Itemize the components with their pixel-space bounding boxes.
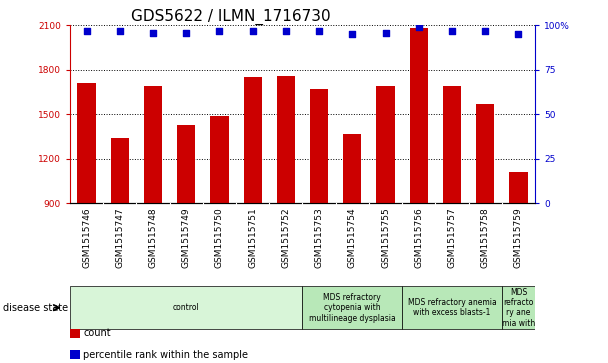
Bar bbox=[70, 286, 302, 330]
Point bbox=[281, 28, 291, 34]
Text: MDS
refracto
ry ane
mia with: MDS refracto ry ane mia with bbox=[502, 287, 535, 328]
Bar bbox=[343, 134, 361, 203]
Point bbox=[181, 30, 191, 36]
Bar bbox=[277, 76, 295, 203]
Point bbox=[115, 28, 125, 34]
Point bbox=[381, 30, 390, 36]
Point bbox=[447, 28, 457, 34]
Text: GSM1515746: GSM1515746 bbox=[82, 207, 91, 268]
Bar bbox=[144, 86, 162, 203]
Point bbox=[414, 24, 424, 30]
Text: disease state: disease state bbox=[3, 303, 68, 313]
Text: count: count bbox=[83, 328, 111, 338]
Text: GSM1515757: GSM1515757 bbox=[447, 207, 457, 268]
Bar bbox=[111, 138, 129, 203]
Text: GSM1515752: GSM1515752 bbox=[282, 207, 291, 268]
Bar bbox=[443, 86, 461, 203]
Point bbox=[148, 30, 158, 36]
Text: GSM1515754: GSM1515754 bbox=[348, 207, 357, 268]
Bar bbox=[177, 125, 195, 203]
Text: GSM1515758: GSM1515758 bbox=[481, 207, 489, 268]
Bar bbox=[510, 172, 528, 203]
Point bbox=[514, 31, 523, 37]
Text: MDS refractory anemia
with excess blasts-1: MDS refractory anemia with excess blasts… bbox=[407, 298, 496, 317]
Bar bbox=[502, 286, 535, 330]
Point bbox=[314, 28, 324, 34]
Text: GSM1515755: GSM1515755 bbox=[381, 207, 390, 268]
Text: control: control bbox=[173, 303, 199, 312]
Text: GSM1515750: GSM1515750 bbox=[215, 207, 224, 268]
Text: MDS refractory
cytopenia with
multilineage dysplasia: MDS refractory cytopenia with multilinea… bbox=[309, 293, 396, 323]
Bar bbox=[476, 104, 494, 203]
Point bbox=[248, 28, 258, 34]
Bar bbox=[402, 286, 502, 330]
Text: percentile rank within the sample: percentile rank within the sample bbox=[83, 350, 248, 360]
Point bbox=[480, 28, 490, 34]
Text: GSM1515747: GSM1515747 bbox=[116, 207, 124, 268]
Bar bbox=[376, 86, 395, 203]
Text: GSM1515749: GSM1515749 bbox=[182, 207, 191, 268]
Point bbox=[215, 28, 224, 34]
Bar bbox=[410, 28, 428, 203]
Text: GDS5622 / ILMN_1716730: GDS5622 / ILMN_1716730 bbox=[131, 9, 331, 25]
Bar bbox=[302, 286, 402, 330]
Text: GSM1515751: GSM1515751 bbox=[248, 207, 257, 268]
Point bbox=[347, 31, 357, 37]
Bar bbox=[210, 116, 229, 203]
Bar bbox=[244, 77, 262, 203]
Point bbox=[81, 28, 91, 34]
Text: GSM1515759: GSM1515759 bbox=[514, 207, 523, 268]
Text: GSM1515756: GSM1515756 bbox=[414, 207, 423, 268]
Text: GSM1515753: GSM1515753 bbox=[314, 207, 323, 268]
Bar bbox=[77, 83, 95, 203]
Text: GSM1515748: GSM1515748 bbox=[148, 207, 157, 268]
Bar bbox=[310, 89, 328, 203]
